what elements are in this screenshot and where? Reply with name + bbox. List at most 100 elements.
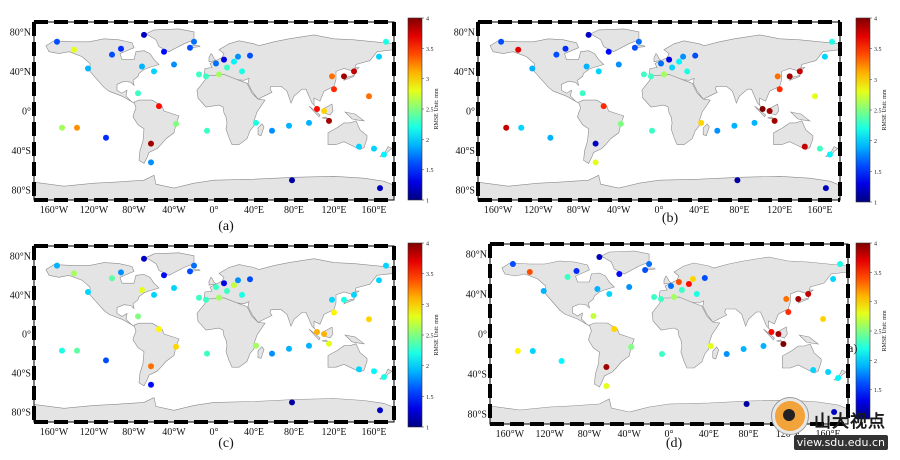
station-point	[173, 343, 179, 350]
station-point	[286, 122, 292, 129]
station-point	[213, 284, 219, 291]
station-point	[676, 58, 683, 65]
station-point	[701, 275, 708, 281]
station-point	[646, 261, 653, 267]
x-tick-label: 120°E	[321, 205, 346, 216]
x-tick-label: 160°W	[40, 205, 69, 216]
x-tick-label: 40°W	[162, 205, 186, 216]
station-point	[723, 351, 730, 357]
station-point	[830, 276, 837, 282]
station-point	[592, 140, 599, 147]
station-point	[606, 291, 613, 297]
colorbar-tick-label: 4	[874, 17, 877, 23]
y-tick-label: 40°S	[11, 146, 31, 157]
station-point	[71, 46, 77, 53]
station-point	[714, 127, 721, 134]
landmass	[767, 116, 775, 120]
station-point	[141, 255, 147, 262]
watermark: 山大视点 view.sdu.edu.cn	[772, 394, 894, 456]
y-tick-label: 0°	[22, 107, 31, 118]
station-point	[605, 48, 612, 55]
station-point	[835, 375, 842, 381]
station-point	[642, 267, 649, 273]
station-point	[321, 108, 327, 114]
colorbar-tick-label: 4	[426, 242, 429, 248]
station-point	[306, 342, 312, 349]
station-point	[376, 53, 382, 60]
station-point	[585, 31, 592, 38]
station-point	[635, 38, 642, 45]
landmass	[798, 334, 820, 345]
x-tick-label: 160°E	[361, 427, 386, 438]
colorbar	[407, 17, 423, 201]
colorbar-tick-label: 4	[874, 242, 877, 248]
station-point	[383, 38, 389, 45]
station-point	[216, 71, 222, 78]
x-tick-label: 120°W	[524, 205, 553, 216]
station-point	[381, 374, 387, 380]
station-point	[171, 285, 177, 291]
station-point	[771, 117, 778, 124]
station-point	[796, 68, 803, 75]
station-point	[329, 73, 335, 80]
station-point	[231, 282, 237, 289]
station-point	[666, 56, 673, 63]
station-point	[640, 71, 647, 78]
station-point	[381, 151, 387, 158]
colorbar-tick-label: 3	[874, 78, 877, 84]
station-point	[224, 64, 230, 71]
station-point	[776, 86, 783, 93]
landmass	[577, 99, 625, 164]
station-point	[139, 63, 145, 70]
station-point	[366, 93, 372, 100]
landmass	[343, 67, 360, 81]
panel-3: 160°W 120°W 80°W 40°W 0° 40°E 80°E 120°E 160°E 80…	[466, 242, 888, 452]
station-point	[837, 261, 843, 267]
landmass	[257, 123, 265, 137]
landmass	[343, 290, 360, 305]
station-point	[253, 342, 259, 349]
station-point	[269, 127, 275, 134]
station-point	[509, 261, 516, 267]
station-point	[583, 63, 590, 70]
station-point	[669, 64, 676, 71]
colorbar-label: RMSE Unit: mm	[882, 89, 888, 130]
station-point	[529, 348, 536, 354]
station-point	[59, 124, 65, 131]
x-tick-label: 120°E	[767, 205, 792, 216]
station-point	[805, 291, 812, 297]
panel-label: (d)	[666, 436, 683, 451]
station-point	[221, 56, 227, 63]
y-tick-label: 40°N	[454, 67, 475, 78]
x-tick-label: 0°	[655, 205, 664, 216]
station-point	[820, 316, 827, 322]
station-point	[85, 65, 91, 72]
landmass	[788, 67, 806, 81]
station-point	[247, 52, 253, 59]
station-point	[329, 296, 335, 303]
x-tick-label: 80°W	[122, 205, 146, 216]
station-point	[224, 288, 230, 294]
x-tick-label: 160°E	[816, 429, 841, 440]
station-point	[821, 53, 828, 60]
x-tick-label: 80°W	[122, 427, 146, 438]
landmass	[797, 289, 815, 304]
station-point	[558, 358, 565, 364]
station-point	[678, 287, 685, 293]
station-point	[503, 124, 510, 131]
station-point	[235, 53, 241, 60]
y-tick-label: 80°N	[10, 251, 31, 262]
station-point	[306, 119, 312, 126]
station-point	[515, 46, 522, 53]
colorbar	[407, 242, 423, 428]
station-point	[603, 383, 610, 389]
station-point	[191, 262, 197, 269]
station-point	[156, 103, 162, 110]
colorbar-tick-label: 2	[426, 364, 429, 370]
station-point	[631, 44, 638, 51]
station-point	[826, 151, 833, 158]
map-frame	[32, 244, 396, 424]
x-tick-label: 120°W	[80, 205, 109, 216]
x-tick-label: 40°W	[607, 205, 631, 216]
station-point	[191, 38, 197, 45]
